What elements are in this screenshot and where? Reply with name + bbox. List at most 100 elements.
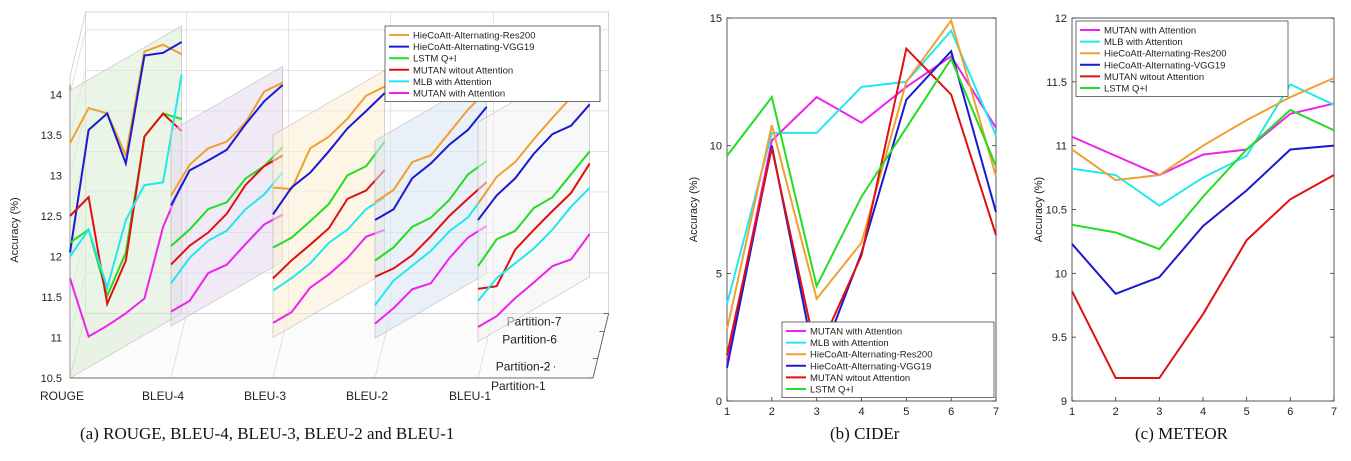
chart-a-partition-label-partition-2: Partition-2 (496, 360, 551, 374)
chart-c-ytick-label: 11.5 (1046, 77, 1067, 89)
chart-a-ztick-label: 10.5 (41, 373, 62, 385)
chart-c-legend-label: HieCoAtt-Alternating-VGG19 (1104, 60, 1225, 71)
chart-a-partition-label-partition-7: Partition-7 (507, 314, 562, 328)
chart-c-xtick-label: 3 (1156, 406, 1162, 418)
chart-a-line-bleu-4-mutan-witout-attention (170, 154, 284, 266)
chart-a-line-rouge-mutan-witout-attention (69, 112, 183, 308)
chart-a-legend-label: LSTM Q+I (413, 54, 457, 65)
chart-c-ytick-label: 10 (1055, 268, 1067, 280)
caption-a: (a) ROUGE, BLEU-4, BLEU-3, BLEU-2 and BL… (80, 424, 455, 443)
chart-b-line-mutan-witout-attention (726, 46, 997, 359)
chart-a-panel-rouge (69, 25, 182, 379)
chart-a-3d-metrics: 10.5 11 11.5 12 12.5 13 13.5 14 Accuracy (%) ROUG… (9, 11, 610, 403)
chart-b-legend-label: MUTAN with Attention (810, 327, 902, 338)
chart-a-line-bleu-3-lstm-q-i (272, 141, 386, 249)
chart-a-line-bleu-1-mlb-with-attention (477, 187, 591, 302)
chart-b-ylabel: Accuracy (%) (688, 177, 700, 242)
chart-a-depth-axis (592, 313, 610, 379)
chart-a-metric-label-bleu-1: BLEU-1 (449, 389, 491, 403)
chart-a-metric-label-rouge: ROUGE (40, 389, 84, 403)
chart-c-xtick-label: 6 (1287, 406, 1293, 418)
chart-b-legend-label: LSTM Q+I (810, 385, 854, 396)
chart-b-ytick-label: 0 (716, 396, 722, 408)
chart-b-cider: 0 5 10 15 1 2 3 4 5 6 7 Accuracy (%) MUTAN with Atte… (688, 13, 999, 418)
chart-a-ztick-label: 12 (50, 252, 62, 264)
chart-b-xtick-label: 2 (769, 406, 775, 418)
chart-c-legend-label: MUTAN with Attention (1104, 26, 1196, 37)
chart-b-legend-label: MLB with Attention (810, 338, 889, 349)
chart-c-line-hiecoatt-alternating-res200 (1071, 77, 1335, 182)
chart-a-ztick-label: 12.5 (41, 211, 62, 223)
chart-c-xtick-label: 7 (1331, 406, 1337, 418)
chart-a-line-bleu-1-mutan-witout-attention (477, 163, 591, 290)
chart-c-xtick-label: 5 (1244, 406, 1250, 418)
chart-a-legend (384, 25, 601, 102)
chart-a-line-bleu-1-mutan-with-attention (477, 233, 591, 328)
chart-c-legend (1075, 20, 1289, 97)
chart-a-ztick-label: 11.5 (41, 292, 62, 304)
chart-a-metric-label-bleu-3: BLEU-3 (244, 389, 286, 403)
chart-a-line-bleu-3-mlb-with-attention (272, 196, 386, 292)
chart-b-xtick-label: 6 (948, 406, 954, 418)
chart-c-line-lstm-q-i (1071, 108, 1335, 251)
chart-a-ztick-label: 11 (51, 333, 62, 345)
caption-c: (c) METEOR (1135, 424, 1229, 443)
chart-c-ytick-label: 10.5 (1046, 205, 1067, 217)
chart-a-line-bleu-3-mutan-witout-attention (272, 169, 386, 280)
chart-a-line-bleu-1-lstm-q-i (477, 150, 591, 267)
chart-a-line-bleu-3-mutan-with-attention (272, 229, 386, 324)
chart-a-panel-bleu-4 (170, 65, 283, 327)
chart-a-partition-label-partition-6: Partition-6 (502, 332, 557, 346)
chart-b-legend-label: HieCoAtt-Alternating-Res200 (810, 350, 933, 361)
chart-b-xtick-label: 1 (724, 406, 730, 418)
chart-b-xtick-label: 5 (903, 406, 909, 418)
chart-a-legend-label: HieCoAtt-Alternating-VGG19 (413, 42, 534, 53)
chart-a-line-bleu-2-mutan-with-attention (374, 225, 488, 325)
chart-c-ylabel: Accuracy (%) (1033, 177, 1045, 242)
chart-b-line-mutan-with-attention (726, 54, 997, 361)
chart-a-line-bleu-2-hiecoatt-alternating-res200 (374, 89, 488, 204)
chart-a-line-rouge-hiecoatt-alternating-vgg19 (69, 41, 183, 253)
chart-a-line-bleu-4-mlb-with-attention (170, 171, 284, 284)
chart-a-metric-label-bleu-4: BLEU-4 (142, 389, 184, 403)
chart-a-line-bleu-2-mlb-with-attention (374, 191, 488, 306)
chart-a-line-rouge-mlb-with-attention (69, 74, 183, 292)
chart-a-line-bleu-2-lstm-q-i (374, 160, 488, 262)
chart-b-line-lstm-q-i (726, 56, 997, 290)
chart-a-line-bleu-3-hiecoatt-alternating-vgg19 (272, 92, 386, 215)
chart-a-partition-label-partition-1: Partition-1 (491, 379, 546, 393)
chart-a-line-bleu-4-hiecoatt-alternating-vgg19 (170, 84, 284, 206)
chart-b-xtick-label: 3 (814, 406, 820, 418)
chart-b-legend-label: MUTAN witout Attention (810, 373, 910, 384)
chart-a-line-bleu-4-mutan-with-attention (170, 213, 284, 313)
chart-c-legend-label: MUTAN witout Attention (1104, 72, 1204, 83)
chart-b-xtick-label: 7 (993, 406, 999, 418)
chart-a-partition-ellipsis: . . . (541, 359, 556, 371)
chart-a-zgrid-left (69, 29, 86, 95)
chart-b-line-hiecoatt-alternating-res200 (726, 18, 997, 330)
chart-a-floor-grid (170, 313, 187, 379)
chart-a-legend-label: HieCoAtt-Alternating-Res200 (413, 31, 536, 42)
chart-a-line-rouge-hiecoatt-alternating-res200 (69, 43, 183, 159)
chart-c-xtick-label: 1 (1069, 406, 1075, 418)
chart-a-ztick-label: 13 (50, 171, 62, 183)
chart-c-ytick-label: 9.5 (1052, 332, 1067, 344)
chart-a-line-bleu-2-hiecoatt-alternating-vgg19 (374, 106, 488, 221)
chart-c-line-mutan-with-attention (1071, 102, 1335, 177)
chart-b-line-mlb-with-attention (726, 28, 997, 305)
chart-a-line-rouge-mutan-with-attention (69, 183, 183, 338)
chart-a-ztick-label: 13.5 (41, 130, 62, 142)
chart-c-line-mlb-with-attention (1071, 83, 1335, 207)
chart-a-ylabel: Accuracy (%) (9, 197, 21, 262)
chart-c-xtick-label: 2 (1113, 406, 1119, 418)
chart-a-line-bleu-4-hiecoatt-alternating-res200 (170, 81, 284, 197)
chart-a-legend-label: MLB with Attention (413, 77, 492, 88)
chart-c-line-mutan-witout-attention (1071, 174, 1335, 380)
chart-c-legend-label: LSTM Q+I (1104, 84, 1148, 95)
chart-b-ytick-label: 15 (710, 13, 722, 25)
chart-c-xtick-label: 4 (1200, 406, 1206, 418)
chart-c-ytick-label: 11 (1056, 141, 1067, 153)
chart-c-legend-label: HieCoAtt-Alternating-Res200 (1104, 49, 1227, 60)
chart-a-line-bleu-1-hiecoatt-alternating-vgg19 (477, 103, 591, 221)
